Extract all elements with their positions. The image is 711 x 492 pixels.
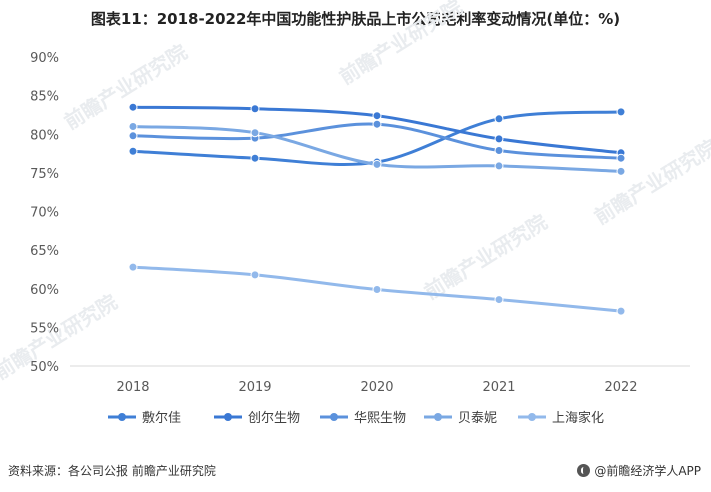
legend-swatch-marker: [330, 413, 338, 421]
legend-label: 创尔生物: [248, 411, 300, 426]
y-tick-label: 70%: [30, 206, 59, 221]
series-4: [128, 122, 626, 176]
data-point: [372, 159, 382, 169]
data-point: [128, 122, 138, 132]
x-tick-label: 2019: [238, 380, 271, 395]
series-2: [128, 102, 626, 158]
x-tick-label: 2022: [604, 380, 637, 395]
data-point: [250, 104, 260, 114]
legend-label: 上海家化: [552, 410, 604, 426]
brand-credit: @前瞻经济学人APP: [577, 462, 701, 479]
data-point: [372, 285, 382, 295]
x-axis: 2018 2019 2020 2021 2022: [70, 365, 690, 395]
data-point: [494, 295, 504, 305]
data-point: [616, 166, 626, 176]
watermark-text: 前瞻产业研究院: [335, 0, 466, 89]
legend-swatch-marker: [434, 413, 442, 421]
brand-label: @前瞻经济学人APP: [594, 464, 701, 478]
data-point: [616, 107, 626, 117]
data-point: [372, 111, 382, 121]
data-point: [128, 131, 138, 141]
y-tick-label: 65%: [30, 244, 59, 259]
y-tick-label: 90%: [30, 51, 59, 66]
data-point: [616, 153, 626, 163]
data-point: [372, 119, 382, 129]
series-layer: [128, 102, 626, 316]
chart-title: 图表11：2018-2022年中国功能性护肤品上市公司毛利率变动情况(单位：%): [90, 10, 621, 28]
legend-item: 创尔生物: [214, 411, 300, 426]
legend: 敷尔佳 创尔生物 华熙生物 贝泰妮 上海家化: [108, 410, 604, 426]
x-tick-label: 2021: [482, 380, 515, 395]
y-tick-label: 60%: [30, 283, 59, 298]
data-point: [250, 128, 260, 138]
data-point: [250, 270, 260, 280]
x-tick-label: 2018: [116, 380, 149, 395]
series-5: [128, 262, 626, 316]
data-point: [494, 134, 504, 144]
watermark-text: 前瞻产业研究院: [590, 135, 711, 230]
legend-swatch-marker: [224, 413, 232, 421]
legend-label: 贝泰妮: [458, 411, 497, 426]
legend-label: 华熙生物: [354, 411, 406, 426]
legend-swatch-marker: [528, 413, 536, 421]
source-note: 资料来源：各公司公报 前瞻产业研究院: [8, 464, 216, 478]
y-tick-label: 80%: [30, 128, 59, 143]
legend-label: 敷尔佳: [142, 411, 181, 426]
legend-swatch-marker: [118, 413, 126, 421]
y-axis: 50% 55% 60% 65% 70% 75% 80% 85% 90%: [30, 51, 59, 375]
y-tick-label: 55%: [30, 321, 59, 336]
y-tick-label: 75%: [30, 167, 59, 182]
legend-item: 上海家化: [518, 410, 604, 426]
y-tick-label: 50%: [30, 360, 59, 375]
legend-item: 贝泰妮: [424, 411, 497, 426]
legend-item: 敷尔佳: [108, 411, 181, 426]
series-3: [128, 119, 626, 163]
data-point: [128, 262, 138, 272]
watermark-text: 前瞻产业研究院: [420, 210, 551, 305]
data-point: [250, 153, 260, 163]
data-point: [128, 146, 138, 156]
x-tick-label: 2020: [360, 380, 393, 395]
data-point: [616, 306, 626, 316]
watermark-text: 前瞻产业研究院: [60, 40, 191, 135]
y-tick-label: 85%: [30, 90, 59, 105]
data-point: [494, 114, 504, 124]
watermark-text: 前瞻产业研究院: [0, 290, 121, 385]
data-point: [128, 102, 138, 112]
data-point: [494, 145, 504, 155]
legend-item: 华熙生物: [320, 411, 406, 426]
brand-logo-icon: [577, 464, 591, 477]
data-point: [494, 161, 504, 171]
